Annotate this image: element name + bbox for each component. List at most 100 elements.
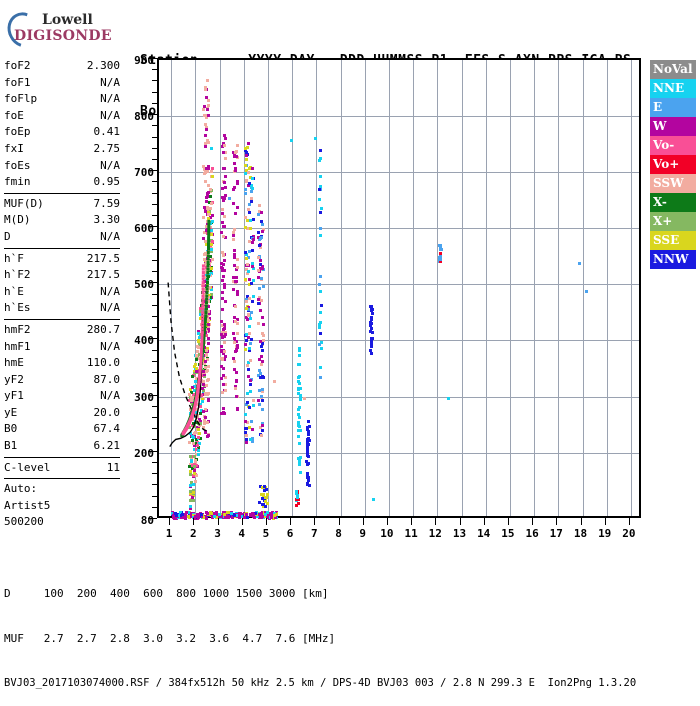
echo-point [319, 227, 322, 230]
echo-point [195, 464, 198, 467]
legend-item-sse[interactable]: SSE [650, 231, 696, 250]
echo-point [297, 502, 300, 505]
gridline-v [583, 60, 584, 516]
param-row-fof1: foF1 N/A [4, 75, 120, 92]
trace-point [199, 361, 203, 365]
legend-item-e[interactable]: E [650, 98, 696, 117]
echo-point [222, 407, 225, 410]
echo-point [205, 96, 208, 99]
echo-point [306, 426, 309, 429]
echo-point [206, 347, 209, 350]
echo-point [210, 288, 213, 291]
trace-point [201, 301, 205, 305]
echo-point [232, 238, 235, 241]
echo-point [200, 409, 203, 412]
echo-point [221, 269, 224, 272]
echo-point [232, 288, 235, 291]
trace-curves-layer [167, 219, 211, 448]
trace-point [206, 247, 210, 251]
echo-point [236, 290, 239, 293]
echo-point [221, 187, 224, 190]
echo-point [298, 363, 301, 366]
y-tick-label: 200 [134, 446, 154, 460]
echo-point [224, 137, 227, 140]
echo-point [233, 228, 236, 231]
legend-item-w[interactable]: W [650, 117, 696, 136]
param-row-he: h`E N/A [4, 284, 120, 301]
echo-point [207, 104, 210, 107]
param-row-fmin: fmin 0.95 [4, 174, 120, 191]
echo-point [234, 350, 237, 353]
echo-point [247, 336, 250, 339]
trace-point [206, 277, 210, 281]
echo-point [220, 349, 223, 352]
echo-point [210, 267, 213, 270]
echo-point [187, 511, 190, 514]
ionogram-plot[interactable] [157, 58, 641, 520]
echo-point [252, 295, 255, 298]
legend-item-vo[interactable]: Vo- [650, 136, 696, 155]
echo-point [236, 180, 239, 183]
echo-point [207, 191, 210, 194]
echo-point [258, 501, 261, 504]
legend-item-nne[interactable]: NNE [650, 79, 696, 98]
gridline-h [159, 397, 639, 398]
echo-point [260, 516, 263, 519]
echo-point [233, 186, 236, 189]
legend-item-ssw[interactable]: SSW [650, 174, 696, 193]
echo-point [247, 208, 250, 211]
echo-point [372, 498, 375, 501]
y-tick-minor [152, 361, 157, 362]
y-tick-minor [152, 473, 157, 474]
polarization-legend[interactable]: NoVal NNE E W Vo- Vo+ SSW X- X+ SSE NNW [650, 60, 696, 269]
echo-point [371, 312, 374, 315]
echo-point [297, 435, 300, 438]
legend-item-x[interactable]: X- [650, 193, 696, 212]
echo-point [195, 474, 198, 477]
echo-point [220, 357, 223, 360]
echo-point [261, 267, 264, 270]
legend-item-noval[interactable]: NoVal [650, 60, 696, 79]
echo-point [439, 260, 442, 263]
echo-point [204, 252, 207, 255]
echo-point [193, 372, 196, 375]
y-tick-major [148, 170, 157, 171]
echo-point [251, 262, 254, 265]
echo-point [189, 388, 192, 391]
param-value: 2.300 [86, 59, 120, 72]
echo-point [578, 262, 581, 265]
echo-point [202, 316, 205, 319]
echo-point [307, 420, 310, 423]
echo-point [204, 263, 207, 266]
trace-point [201, 294, 205, 298]
echo-point [369, 349, 372, 352]
legend-item-nnw[interactable]: NNW [650, 250, 696, 269]
param-value: N/A [100, 108, 120, 122]
echo-point [264, 513, 267, 516]
echo-point [320, 304, 323, 307]
echo-point [251, 177, 254, 180]
echo-point [190, 391, 193, 394]
echo-point [217, 515, 220, 518]
gridline-v [195, 60, 196, 516]
trace-point [201, 281, 205, 285]
legend-item-vo[interactable]: Vo+ [650, 155, 696, 174]
trace-point [205, 284, 209, 288]
echo-point [192, 491, 195, 494]
echo-point [290, 139, 293, 142]
y-tick-major [148, 114, 157, 115]
x-tick-major [484, 518, 485, 525]
trace-point [199, 347, 203, 351]
echo-point [203, 231, 206, 234]
echo-point [295, 490, 298, 493]
y-tick-minor [152, 496, 157, 497]
echo-point [266, 516, 269, 519]
legend-item-x[interactable]: X+ [650, 212, 696, 231]
param-value: 20.0 [93, 405, 121, 419]
plot-gridlines [159, 60, 639, 516]
x-tick-major [605, 518, 606, 525]
echo-point [199, 313, 202, 316]
echo-point [222, 167, 225, 170]
echo-point [194, 442, 197, 445]
echo-point [235, 348, 238, 351]
